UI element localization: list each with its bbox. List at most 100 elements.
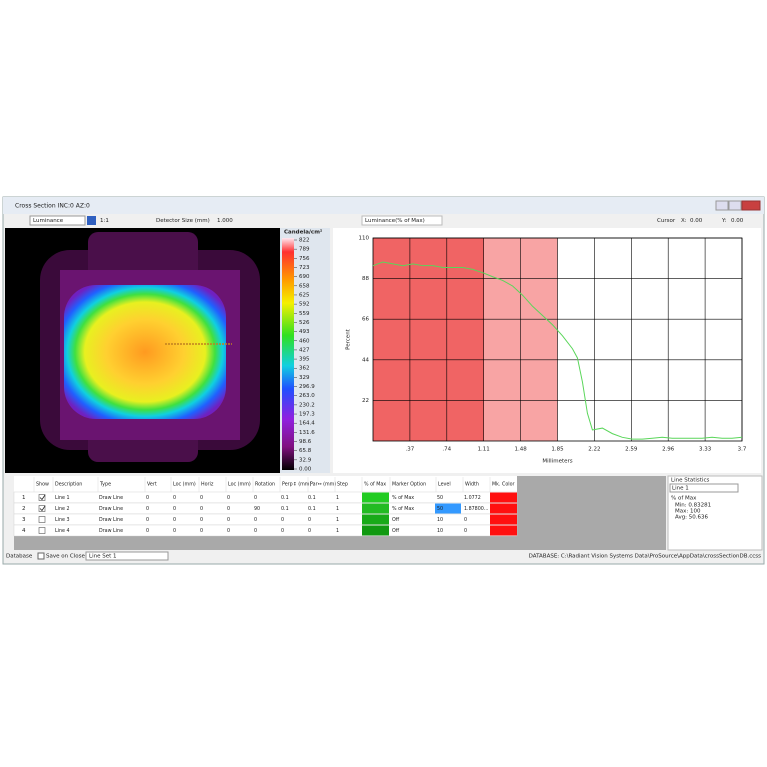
table-cell: Off xyxy=(392,528,400,534)
y-axis-label: Percent xyxy=(346,328,352,350)
column-header: Marker Option xyxy=(392,482,426,488)
colorbar-label: 230.2 xyxy=(299,402,315,408)
stats-min: Min: 0.83281 xyxy=(675,503,711,509)
table-cell: 1 xyxy=(336,506,339,512)
table-cell: 0 xyxy=(227,495,230,501)
table-cell: 10 xyxy=(437,528,443,534)
detector-label: Detector Size (mm) xyxy=(156,218,210,224)
table-cell: Line 2 xyxy=(55,506,70,512)
table-cell: 0.1 xyxy=(308,495,316,501)
database-path: DATABASE: C:\Radiant Vision Systems Data… xyxy=(529,554,762,560)
database-menu[interactable]: Database xyxy=(6,554,33,560)
colorbar-label: 460 xyxy=(299,338,310,344)
table-cell: 0 xyxy=(254,517,257,523)
max-color-cell xyxy=(362,525,389,536)
minimize-button[interactable] xyxy=(715,200,729,211)
marker-color-cell xyxy=(490,503,517,514)
show-checkbox[interactable] xyxy=(38,516,46,523)
plot-mode-dropdown[interactable] xyxy=(361,215,443,226)
column-header: Par↔ (mm) xyxy=(310,482,336,488)
marker-color-cell xyxy=(490,492,517,503)
table-cell: 1 xyxy=(336,517,339,523)
x-tick-label: 2.96 xyxy=(662,447,675,453)
table-cell: 1.87800... xyxy=(464,506,488,512)
table-cell: 0 xyxy=(254,528,257,534)
cursor-x-label: X: xyxy=(681,218,687,224)
table-cell: 0 xyxy=(308,517,311,523)
table-cell: Draw Line xyxy=(99,517,123,523)
plot-mode: Luminance(% of Max) xyxy=(365,218,425,224)
table-cell: 0 xyxy=(173,528,176,534)
table-cell: 1 xyxy=(336,528,339,534)
row-number: 4 xyxy=(22,528,26,534)
table-cell: 0 xyxy=(146,528,149,534)
table-cell: 0 xyxy=(227,528,230,534)
table-cell: Draw Line xyxy=(99,528,123,534)
table-cell: 0 xyxy=(308,528,311,534)
stats-title: Line Statistics xyxy=(671,478,709,484)
y-tick-label: 88 xyxy=(362,276,369,282)
column-header: Rotation xyxy=(255,482,275,488)
cursor-y-label: Y: xyxy=(721,218,727,224)
checkmark xyxy=(39,494,46,501)
table-cell: 0 xyxy=(200,495,203,501)
table-cell: 1.0772 xyxy=(464,495,481,501)
colorbar-label: 789 xyxy=(299,247,310,253)
colorbar-label: 263.0 xyxy=(299,393,315,399)
column-header: Level xyxy=(438,482,451,488)
row-number: 3 xyxy=(22,517,26,523)
stats-dropdown[interactable] xyxy=(669,483,739,493)
close-button[interactable] xyxy=(741,200,761,211)
colorbar-label: 723 xyxy=(299,265,310,271)
image-mode-dropdown[interactable] xyxy=(29,215,86,226)
column-header: % of Max xyxy=(364,482,386,488)
table-cell: 0 xyxy=(464,517,467,523)
column-header: Type xyxy=(99,482,111,488)
table-cell: Line 3 xyxy=(55,517,70,523)
table-cell: 50 xyxy=(437,495,443,501)
column-header: Description xyxy=(55,482,82,488)
column-header: Vert xyxy=(147,482,157,488)
table-cell: 0 xyxy=(146,517,149,523)
color-button[interactable] xyxy=(87,216,96,225)
row-number: 1 xyxy=(22,495,26,501)
line-set-dropdown[interactable] xyxy=(85,551,169,561)
table-cell: 1 xyxy=(336,495,339,501)
row-number: 2 xyxy=(22,506,26,512)
colorbar-label: 658 xyxy=(299,283,310,289)
table-cell: 0 xyxy=(173,495,176,501)
show-checkbox[interactable] xyxy=(38,505,46,512)
colorbar-label: 690 xyxy=(299,274,310,280)
stats-mode: % of Max xyxy=(671,496,697,502)
table-cell: 0.1 xyxy=(281,495,289,501)
maximize-button[interactable] xyxy=(728,200,742,211)
colorbar-label: 197.3 xyxy=(299,412,315,418)
x-tick-label: 3.33 xyxy=(699,447,712,453)
table-cell: 0 xyxy=(464,528,467,534)
x-tick-label: 2.22 xyxy=(588,447,600,453)
marker-color-cell xyxy=(490,514,517,525)
show-checkbox[interactable] xyxy=(38,494,46,501)
x-tick-label: 1.48 xyxy=(514,447,527,453)
column-header: Step xyxy=(337,482,348,488)
table-cell: 0 xyxy=(146,495,149,501)
shaded-band xyxy=(373,238,484,441)
table-cell: 90 xyxy=(254,506,260,512)
colorbar xyxy=(282,238,294,470)
max-color-cell xyxy=(362,514,389,525)
heatmap xyxy=(40,232,260,462)
x-axis-label: Millimeters xyxy=(542,459,572,465)
line-set: Line Set 1 xyxy=(89,554,117,560)
y-tick-label: 110 xyxy=(359,236,370,242)
table-cell: 0 xyxy=(281,528,284,534)
y-tick-label: 22 xyxy=(362,398,369,404)
save-checkbox[interactable] xyxy=(37,552,45,560)
colorbar-label: 0.00 xyxy=(299,467,312,473)
show-checkbox[interactable] xyxy=(38,527,46,534)
colorbar-label: 559 xyxy=(299,311,310,317)
cursor-x-value: 0.00 xyxy=(690,218,703,224)
colorbar-title: Candela/cm² xyxy=(284,229,323,236)
table-cell: Line 4 xyxy=(55,528,70,534)
column-header: Width xyxy=(465,482,479,488)
